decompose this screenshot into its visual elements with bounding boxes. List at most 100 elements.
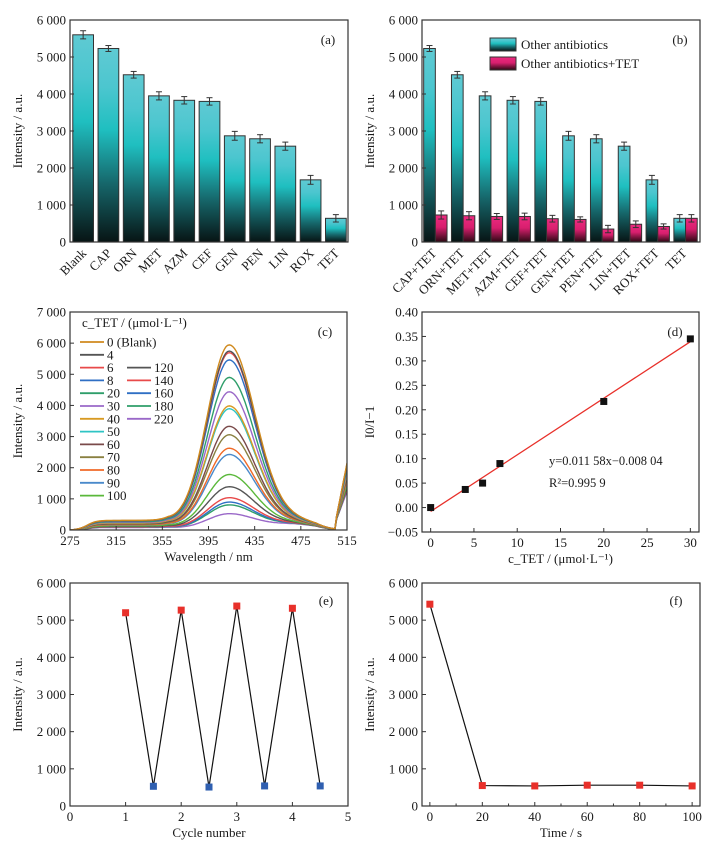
x-tick-label: 20 [597, 535, 610, 550]
data-point [688, 782, 696, 790]
bar [198, 100, 221, 243]
bar-other-antibiotics [562, 135, 575, 243]
data-point [461, 485, 469, 493]
panel-label: (d) [667, 324, 682, 339]
y-tick-label: 0.05 [395, 476, 418, 491]
y-tick-label: 1 000 [389, 198, 418, 213]
legend-swatch [489, 37, 517, 52]
x-tick-label: 60 [581, 809, 594, 824]
bar-other-antibiotics [645, 179, 659, 243]
data-point [600, 397, 608, 405]
x-category-label: ORN [110, 245, 140, 275]
y-tick-label: 3 000 [37, 124, 66, 139]
y-tick-label: 6 000 [37, 576, 66, 591]
x-axis-label: Cycle number [172, 825, 246, 840]
spectrum-line-0-blank- [70, 344, 347, 530]
x-category-label: AZM [159, 245, 190, 276]
x-tick-label: 15 [554, 535, 567, 550]
data-point [531, 782, 539, 790]
y-tick-label: 5 000 [389, 613, 418, 628]
bar-other-antibiotics [506, 99, 520, 243]
x-tick-label: 0 [67, 809, 74, 824]
x-tick-label: 10 [511, 535, 524, 550]
panel-label: (f) [670, 593, 683, 608]
panel-label: (a) [321, 32, 335, 47]
x-tick-label: 20 [476, 809, 489, 824]
y-tick-label: 2 000 [37, 161, 66, 176]
x-tick-label: 100 [682, 809, 702, 824]
panel-label: (c) [318, 324, 332, 339]
spectrum-line-100 [70, 473, 347, 530]
fit-equation: y=0.011 58x−0.008 04 [549, 454, 663, 468]
y-tick-label: 2 000 [37, 460, 66, 475]
x-tick-label: 395 [199, 533, 219, 548]
data-point [288, 604, 296, 612]
bar [148, 95, 170, 243]
y-tick-label: 3 000 [389, 687, 418, 702]
data-point [479, 479, 487, 487]
y-tick-label: 5 000 [37, 613, 66, 628]
x-tick-label: 0 [427, 809, 434, 824]
legend-label: 20 [107, 386, 120, 401]
data-point [261, 782, 269, 790]
legend-label: 140 [154, 373, 174, 388]
legend-label: 120 [154, 360, 174, 375]
y-tick-label: 5 000 [389, 50, 418, 65]
x-tick-label: 5 [345, 809, 352, 824]
y-axis-label: Intensity / a.u. [10, 384, 25, 458]
data-point [583, 781, 591, 789]
x-tick-label: 475 [291, 533, 311, 548]
cycle-line [125, 605, 321, 788]
x-tick-label: 80 [633, 809, 646, 824]
x-axis-label: Wavelength / nm [164, 549, 253, 564]
x-tick-label: 0 [427, 535, 434, 550]
y-tick-label: 0.15 [395, 427, 418, 442]
y-tick-label: 4 000 [389, 650, 418, 665]
y-tick-label: 0 [60, 799, 67, 814]
legend-label: 160 [154, 386, 174, 401]
legend-label: 100 [107, 488, 127, 503]
x-category-label: Blank [57, 245, 90, 278]
plot-frame [421, 19, 701, 243]
y-tick-label: 2 000 [37, 724, 66, 739]
y-tick-label: 7 000 [37, 305, 66, 320]
plot-frame [421, 582, 701, 807]
panel-label: (b) [672, 32, 687, 47]
y-tick-label: 0 [412, 799, 419, 814]
y-tick-label: 0.20 [395, 402, 418, 417]
bar [173, 99, 196, 243]
x-tick-label: 2 [178, 809, 185, 824]
bar-other-antibiotics [617, 145, 631, 243]
panel-label: (e) [319, 593, 333, 608]
bar [223, 135, 246, 243]
legend-label: 70 [107, 450, 120, 465]
legend-label: 6 [107, 360, 114, 375]
data-point [426, 600, 434, 608]
y-tick-label: −0.05 [388, 525, 418, 540]
legend-label: 40 [107, 411, 120, 426]
spectrum-line-60 [70, 425, 347, 530]
fit-line [430, 341, 691, 513]
y-tick-label: 1 000 [37, 198, 66, 213]
y-tick-label: 0.35 [395, 329, 418, 344]
x-category-label: MET [135, 245, 165, 275]
x-tick-label: 30 [684, 535, 697, 550]
x-tick-label: 315 [106, 533, 126, 548]
y-axis-label: Intensity / a.u. [362, 94, 377, 168]
legend-label: 50 [107, 424, 120, 439]
y-tick-label: 6 000 [389, 576, 418, 591]
data-point [496, 460, 504, 468]
y-tick-label: 0.30 [395, 353, 418, 368]
panel-d-calibration-chart: −0.05 0.00 0.05 0.10 0.15 0.20 0.25 0.30 0.35 0.4… [362, 305, 700, 566]
y-axis-label: Intensity / a.u. [362, 657, 377, 731]
x-tick-label: 5 [471, 535, 478, 550]
y-tick-label: 2 000 [389, 724, 418, 739]
y-tick-label: 2 000 [389, 161, 418, 176]
y-tick-label: 0 [60, 523, 67, 538]
x-tick-label: 355 [153, 533, 173, 548]
data-point [177, 606, 185, 614]
bar-other-antibiotics [423, 47, 436, 243]
legend-label: 30 [107, 399, 120, 414]
